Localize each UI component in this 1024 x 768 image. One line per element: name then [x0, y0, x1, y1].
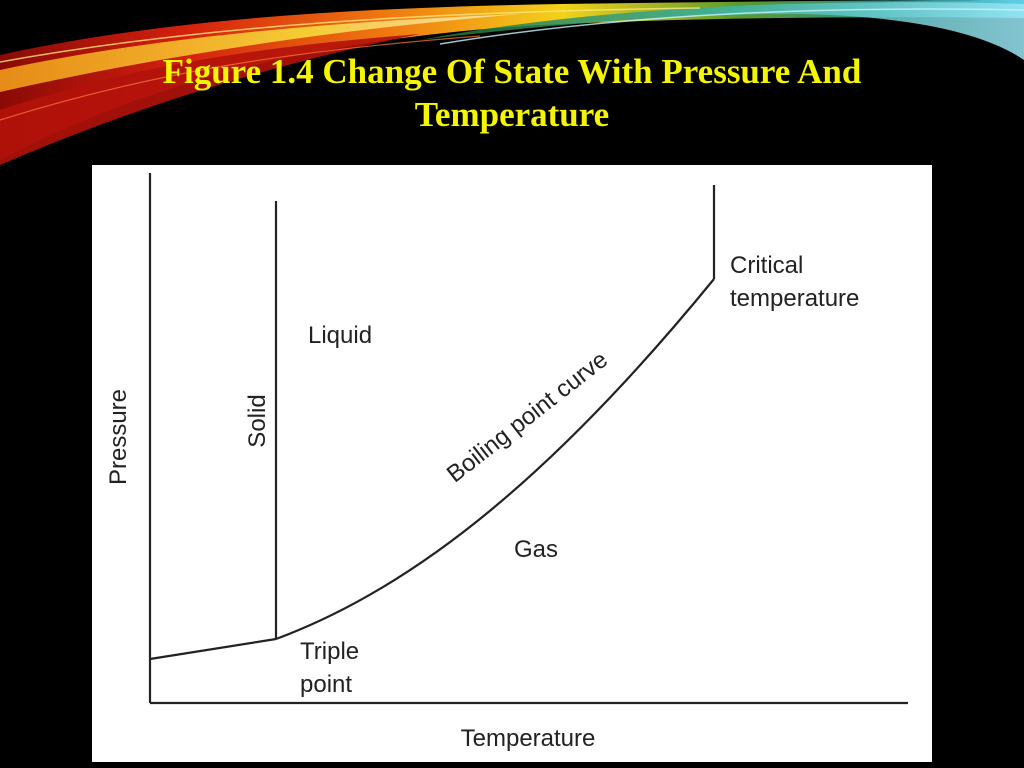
swoosh-streak-yellow: [0, 14, 520, 92]
slide-title-line2: Temperature: [414, 95, 610, 134]
boiling-point-curve: [275, 278, 715, 641]
boiling-curve-label: Boiling point curve: [442, 346, 613, 488]
region-gas-label: Gas: [514, 536, 558, 563]
critical-temperature-label-line1: Critical: [730, 252, 803, 279]
swoosh-line-3: [0, 35, 481, 121]
region-solid-label: Solid: [244, 394, 271, 447]
slide-title-line1: Figure 1.4 Change Of State With Pressure…: [162, 52, 862, 91]
swoosh-line-2: [439, 8, 1024, 45]
region-liquid-label: Liquid: [308, 322, 372, 349]
swoosh-band-red: [0, 34, 420, 165]
phase-diagram-panel: Pressure Temperature Solid Liquid Gas Bo…: [92, 165, 932, 762]
swoosh-band-cyan: [420, 2, 1024, 60]
critical-temperature-label-line2: temperature: [730, 285, 859, 312]
axis-x-label: Temperature: [461, 725, 596, 752]
triple-point-label-line2: point: [300, 671, 352, 698]
swoosh-line-1: [0, 7, 701, 63]
phase-diagram: Pressure Temperature Solid Liquid Gas Bo…: [105, 173, 908, 752]
triple-point-label-line1: Triple: [300, 638, 359, 665]
decorative-swoosh-banner: [0, 0, 1024, 165]
axis-y-label: Pressure: [105, 389, 132, 485]
slide-title: Figure 1.4 Change Of State With Pressure…: [0, 50, 1024, 136]
sublimation-line: [149, 637, 277, 661]
